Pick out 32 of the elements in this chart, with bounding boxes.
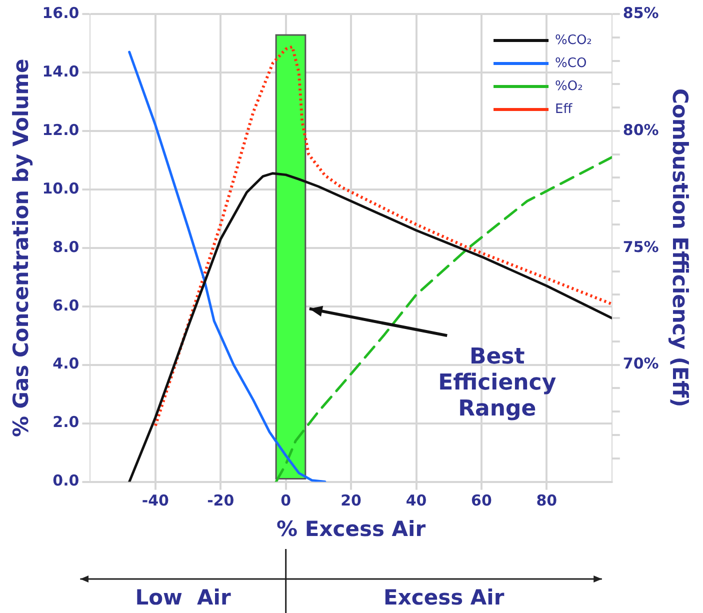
x-tick-label: -20 xyxy=(207,492,234,510)
x-tick-label: 40 xyxy=(406,492,427,510)
x-tick-label: -40 xyxy=(142,492,169,510)
line-series xyxy=(154,45,612,428)
text: Low Air xyxy=(135,585,232,610)
y2-tick-label: 75% xyxy=(622,238,659,256)
y-tick-label: 16.0 xyxy=(42,4,80,22)
legend-label: %CO xyxy=(555,56,587,71)
x-axis-title: % Excess Air xyxy=(276,516,426,541)
y-tick-label: 12.0 xyxy=(42,120,80,139)
x-tick-label: 80 xyxy=(536,492,558,510)
y-tick-label: 8.0 xyxy=(52,238,80,256)
x-tick-label: 60 xyxy=(471,492,492,510)
line-series xyxy=(274,156,612,482)
y2-axis-title: Combustion Efficiency (Eff) xyxy=(668,88,692,408)
y-tick-label: 6.0 xyxy=(52,296,80,314)
x-tick-label: 20 xyxy=(340,492,362,510)
band-label: Best Efficiency Range xyxy=(438,344,556,422)
x-tick-label: 0 xyxy=(280,492,292,510)
legend-label: %CO₂ xyxy=(555,32,592,48)
y-tick-label: 10.0 xyxy=(42,179,80,198)
y2-tick-label: 70% xyxy=(622,354,659,373)
y-tick-label: 4.0 xyxy=(52,354,80,373)
y2-tick-label: 85% xyxy=(622,4,659,22)
y-tick-label: 2.0 xyxy=(52,413,80,432)
legend-label: Eff xyxy=(555,102,574,117)
y2-tick-label: 80% xyxy=(622,120,659,139)
text: Excess Air xyxy=(384,585,505,610)
y-tick-label: 0.0 xyxy=(52,472,80,490)
y-axis-title: % Gas Concentration by Volume xyxy=(9,58,34,438)
y-tick-label: 14.0 xyxy=(42,62,80,80)
legend-label: %O₂ xyxy=(555,78,583,94)
